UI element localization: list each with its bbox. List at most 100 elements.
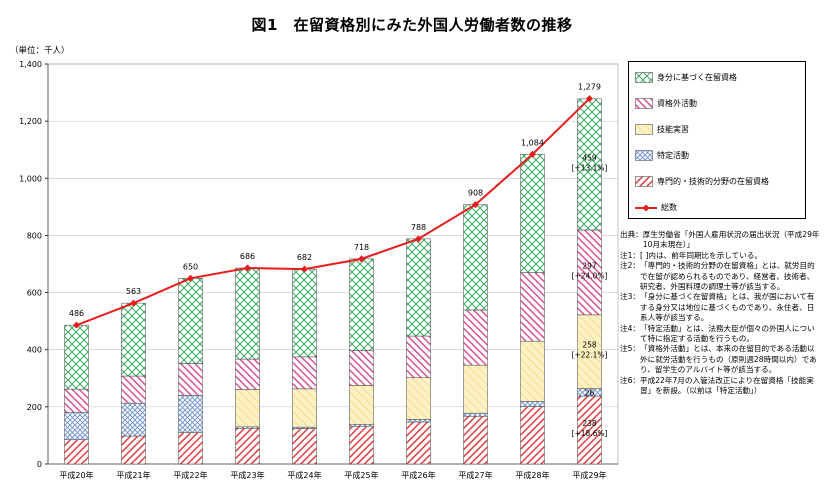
bar-segment-status (121, 302, 146, 377)
x-tick-label: 平成25年 (344, 470, 378, 480)
total-value-label: 486 (69, 309, 84, 318)
total-value-label: 650 (183, 262, 198, 271)
legend-line-total (635, 204, 657, 211)
bar-segment-professional (520, 406, 545, 465)
chart-title: 図1 在留資格別にみた外国人労働者数の推移 (251, 16, 573, 34)
bar-segment-professional (349, 426, 374, 465)
bar-segment-status (292, 268, 317, 358)
total-point (358, 255, 365, 263)
bar-segment-outside (406, 335, 431, 378)
legend-label: 身分に基づく在留資格 (657, 73, 737, 82)
total-line (76, 97, 591, 327)
legend-item-professional: 専門的・技術的分野の在留資格 (635, 176, 769, 187)
total-point (73, 321, 80, 329)
legend-item-trainee: 技能実習 (635, 124, 689, 135)
total-point (586, 95, 593, 103)
note-key: 注6： (620, 375, 641, 385)
bar-segment-professional (235, 428, 260, 465)
note-key: 注3： (620, 292, 641, 302)
segment-value-label: 297 (582, 261, 597, 270)
bar-segment-outside (463, 309, 488, 366)
bar-segment-trainee (406, 377, 431, 420)
total-value-label: 1,279 (578, 83, 601, 92)
note-key: 注2： (620, 261, 641, 271)
segment-value-label: 26 (585, 388, 595, 397)
legend-swatch-status (635, 72, 653, 83)
bar-segment-professional (406, 421, 431, 465)
total-value-label: 682 (297, 253, 312, 262)
note-key: 出典： (620, 230, 643, 239)
note-text: 「資格外活動」とは、本来の在留目的である活動以外に就労活動を行うもの（原則週28… (640, 344, 817, 375)
legend-label: 技能実習 (657, 125, 689, 134)
legend-swatch-outside (635, 98, 653, 109)
x-tick-label: 平成26年 (401, 470, 435, 480)
x-tick-label: 平成21年 (116, 470, 150, 480)
legend-label: 総数 (661, 203, 677, 212)
total-value-label: 718 (354, 243, 369, 252)
bar-segment-trainee (463, 364, 488, 414)
total-value-label: 1,084 (521, 138, 544, 147)
y-tick-label: 400 (27, 346, 42, 355)
bar-segment-designated (349, 424, 374, 427)
note-item: 注1：[ ]内は、前年同期比を示している。 (620, 251, 820, 261)
total-point (415, 235, 422, 243)
bar-segment-trainee (292, 388, 317, 428)
segment-pct-label: [+13.1%] (572, 163, 608, 172)
note-text: 「専門的・技術的分野の在留資格」とは、就労目的で在留が認められるものであり、経営… (640, 261, 815, 292)
bar-segment-outside (520, 272, 545, 342)
total-point (301, 265, 308, 273)
y-tick-label: 1,200 (19, 117, 42, 126)
legend-item-status: 身分に基づく在留資格 (635, 72, 737, 83)
x-tick-label: 平成20年 (59, 470, 93, 480)
note-item: 出典： 厚生労働省「外国人雇用状況の届出状況（平成29年10月末現在）」 (620, 230, 820, 251)
note-key: 注1： (620, 250, 641, 260)
note-item: 注4： 「特定活動」とは、法務大臣が個々の外国人について特に指定する活動を行うもの… (620, 324, 820, 345)
note-text: [ ]内は、前年同期比を示している。 (640, 250, 763, 260)
legend-label: 特定活動 (657, 151, 689, 160)
note-text: 「特定活動」とは、法務大臣が個々の外国人について特に指定する活動を行うもの。 (640, 323, 815, 344)
segment-pct-label: [+24.0%] (572, 271, 608, 280)
bar-segment-status (463, 204, 488, 311)
plot-frame (47, 63, 619, 465)
bar-segment-designated (520, 401, 545, 407)
bar-segment-trainee (349, 385, 374, 425)
x-tick-label: 平成29年 (572, 470, 606, 480)
legend-swatch-trainee (635, 124, 653, 135)
y-tick-label: 200 (27, 403, 42, 412)
bar-segment-outside (349, 350, 374, 386)
segment-value-label: 258 (582, 341, 597, 350)
legend-swatch-designated (635, 150, 653, 161)
total-point (244, 264, 251, 272)
y-tick-label: 800 (27, 231, 42, 240)
bar-segment-status (64, 324, 89, 390)
bar-segment-outside (292, 356, 317, 390)
y-tick-label: 1,000 (19, 174, 42, 183)
x-tick-label: 平成23年 (230, 470, 264, 480)
total-point (130, 299, 137, 307)
chart-notes: 出典： 厚生労働省「外国人雇用状況の届出状況（平成29年10月末現在）」 注1：[ … (620, 230, 820, 397)
y-tick-label: 0 (37, 460, 42, 469)
bar-segment-designated (406, 419, 431, 423)
note-item: 注2： 「専門的・技術的分野の在留資格」とは、就労目的で在留が認められるものであり… (620, 261, 820, 292)
note-text: 平成22年7月の入管法改正により在留資格「技能実習」を新設。（以前は「特定活動」… (640, 375, 814, 396)
bar-segment-trainee (577, 314, 602, 389)
bar-segment-designated (463, 412, 488, 417)
legend-swatch-professional (635, 176, 653, 187)
total-value-label: 908 (468, 189, 483, 198)
bar-segment-professional (292, 428, 317, 465)
note-item: 注6： 平成22年7月の入管法改正により在留資格「技能実習」を新設。（以前は「特定… (620, 376, 820, 397)
y-tick-label: 600 (27, 289, 42, 298)
unit-label: （単位：千人） (10, 46, 70, 56)
y-tick-label: 1,400 (19, 60, 42, 69)
bar-segment-outside (178, 363, 203, 396)
bar-segment-status (577, 98, 602, 231)
bar-segment-trainee (235, 389, 260, 428)
bar-segment-professional (121, 435, 146, 465)
bar-segment-outside (121, 375, 146, 404)
bar-segment-status (406, 238, 431, 337)
segment-pct-label: [+22.1%] (572, 351, 608, 360)
x-tick-label: 平成28年 (515, 470, 549, 480)
bar-segment-outside (577, 229, 602, 316)
note-text: 厚生労働省「外国人雇用状況の届出状況（平成29年10月末現在）」 (642, 230, 820, 250)
